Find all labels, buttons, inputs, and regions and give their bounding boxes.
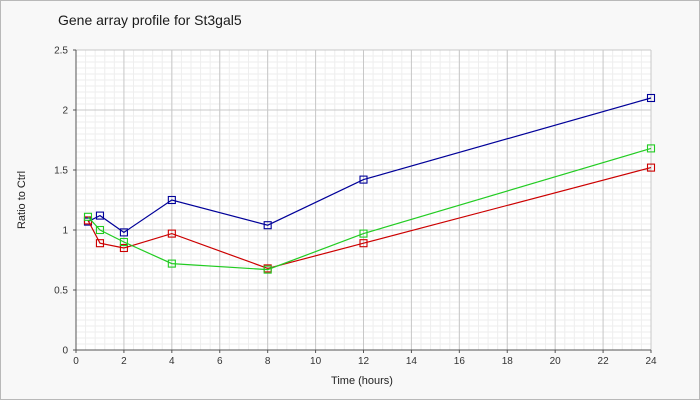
x-tick-label: 4 — [169, 356, 175, 367]
data-point-marker — [646, 93, 656, 103]
data-point-marker — [119, 237, 128, 247]
data-point-marker — [167, 259, 176, 268]
data-point-marker — [646, 163, 656, 172]
x-axis-ticks: 0 2 4 6 8 10 12 14 16 18 20 22 24 — [73, 350, 657, 367]
data-point-marker — [359, 229, 368, 238]
series-line — [87, 147, 652, 271]
y-tick-label: 2 — [62, 106, 68, 117]
chart-title: Gene array profile for St3gal5 — [58, 12, 242, 28]
x-tick-label: 16 — [454, 356, 466, 367]
data-point-marker — [119, 243, 128, 253]
x-tick-label: 12 — [358, 356, 370, 367]
data-point-marker — [95, 225, 105, 235]
y-tick-label: 2.5 — [54, 46, 68, 57]
y-tick-label: 1 — [62, 226, 68, 237]
series-line — [87, 97, 652, 234]
y-axis-ticks: 0 0.5 1 1.5 2 2.5 — [54, 46, 76, 357]
x-tick-label: 24 — [645, 356, 657, 367]
series-line — [87, 167, 652, 270]
x-tick-label: 2 — [121, 356, 127, 367]
x-tick-label: 20 — [550, 356, 562, 367]
data-point-marker — [263, 265, 272, 274]
y-tick-label: 0.5 — [54, 286, 68, 297]
x-tick-label: 14 — [406, 356, 418, 367]
x-tick-label: 22 — [598, 356, 610, 367]
y-axis-title: Ratio to Ctrl — [16, 171, 28, 229]
x-tick-label: 18 — [502, 356, 514, 367]
x-tick-label: 0 — [73, 356, 79, 367]
y-tick-label: 0 — [62, 346, 68, 357]
y-tick-label: 1.5 — [54, 166, 68, 177]
series-1 — [83, 93, 656, 237]
x-tick-label: 10 — [310, 356, 322, 367]
x-tick-label: 6 — [217, 356, 223, 367]
series-3 — [83, 144, 656, 274]
data-point-marker — [167, 229, 176, 238]
data-point-marker — [119, 228, 128, 237]
data-point-marker — [359, 239, 368, 248]
data-point-marker — [167, 195, 176, 205]
x-tick-label: 8 — [265, 356, 271, 367]
data-point-marker — [95, 211, 105, 220]
data-point-marker — [83, 212, 93, 221]
x-axis-title: Time (hours) — [331, 375, 393, 387]
data-point-marker — [95, 239, 105, 248]
data-point-marker — [359, 175, 368, 184]
series-layer — [83, 93, 656, 274]
data-point-marker — [646, 144, 656, 153]
data-point-marker — [263, 221, 272, 230]
